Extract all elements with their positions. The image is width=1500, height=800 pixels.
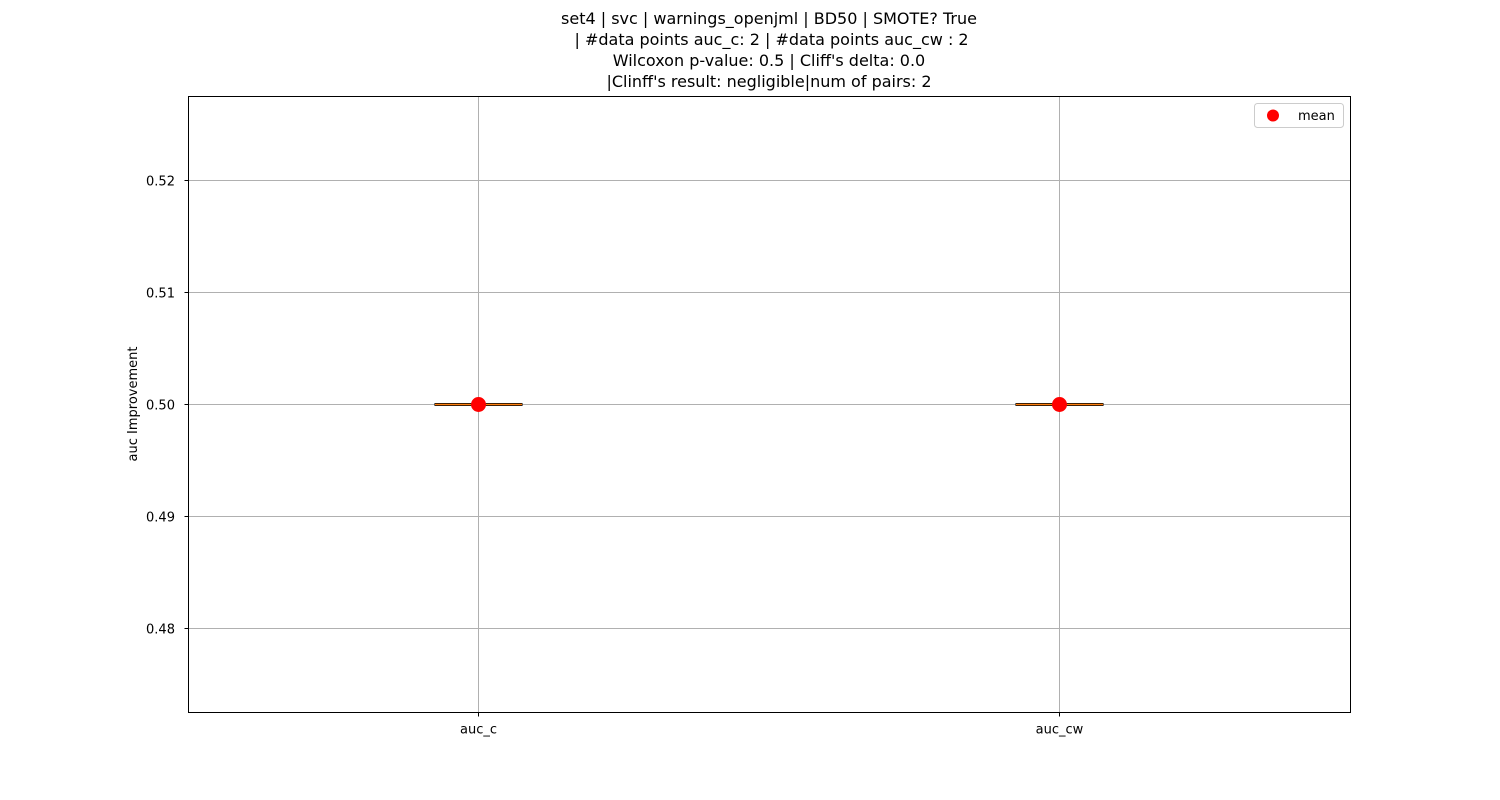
y-tick-label: 0.50 bbox=[146, 399, 175, 414]
chart-title-line-2: | #data points auc_c: 2 | #data points a… bbox=[569, 30, 969, 49]
chart-title-line-4: |Clinff's result: negligible|num of pair… bbox=[606, 72, 932, 91]
y-tick-label: 0.48 bbox=[146, 623, 175, 638]
y-tick-label: 0.49 bbox=[146, 511, 175, 526]
x-tick-label: auc_c bbox=[460, 723, 497, 738]
mean-marker-auc_c bbox=[471, 397, 486, 412]
x-axis-ticks: auc_c auc_cw bbox=[460, 712, 1084, 738]
y-axis-label: auc Improvement bbox=[126, 347, 141, 462]
y-tick-label: 0.51 bbox=[146, 287, 175, 302]
y-axis-ticks: 0.48 0.49 0.50 0.51 0.52 bbox=[146, 175, 189, 638]
legend-box bbox=[1254, 103, 1344, 128]
chart-title-line-1: set4 | svc | warnings_openjml | BD50 | S… bbox=[561, 9, 977, 28]
y-tick-label: 0.52 bbox=[146, 175, 175, 190]
chart-title: set4 | svc | warnings_openjml | BD50 | S… bbox=[0, 8, 1500, 92]
x-tick-label: auc_cw bbox=[1036, 723, 1084, 738]
grid-lines bbox=[188, 96, 1351, 713]
chart-title-line-3: Wilcoxon p-value: 0.5 | Cliff's delta: 0… bbox=[612, 51, 926, 70]
box-layer bbox=[434, 397, 1104, 412]
legend-mean-label: mean bbox=[1298, 109, 1335, 124]
legend: mean bbox=[1254, 103, 1344, 128]
legend-mean-marker-icon bbox=[1267, 109, 1279, 122]
mean-marker-auc_cw bbox=[1052, 397, 1067, 412]
